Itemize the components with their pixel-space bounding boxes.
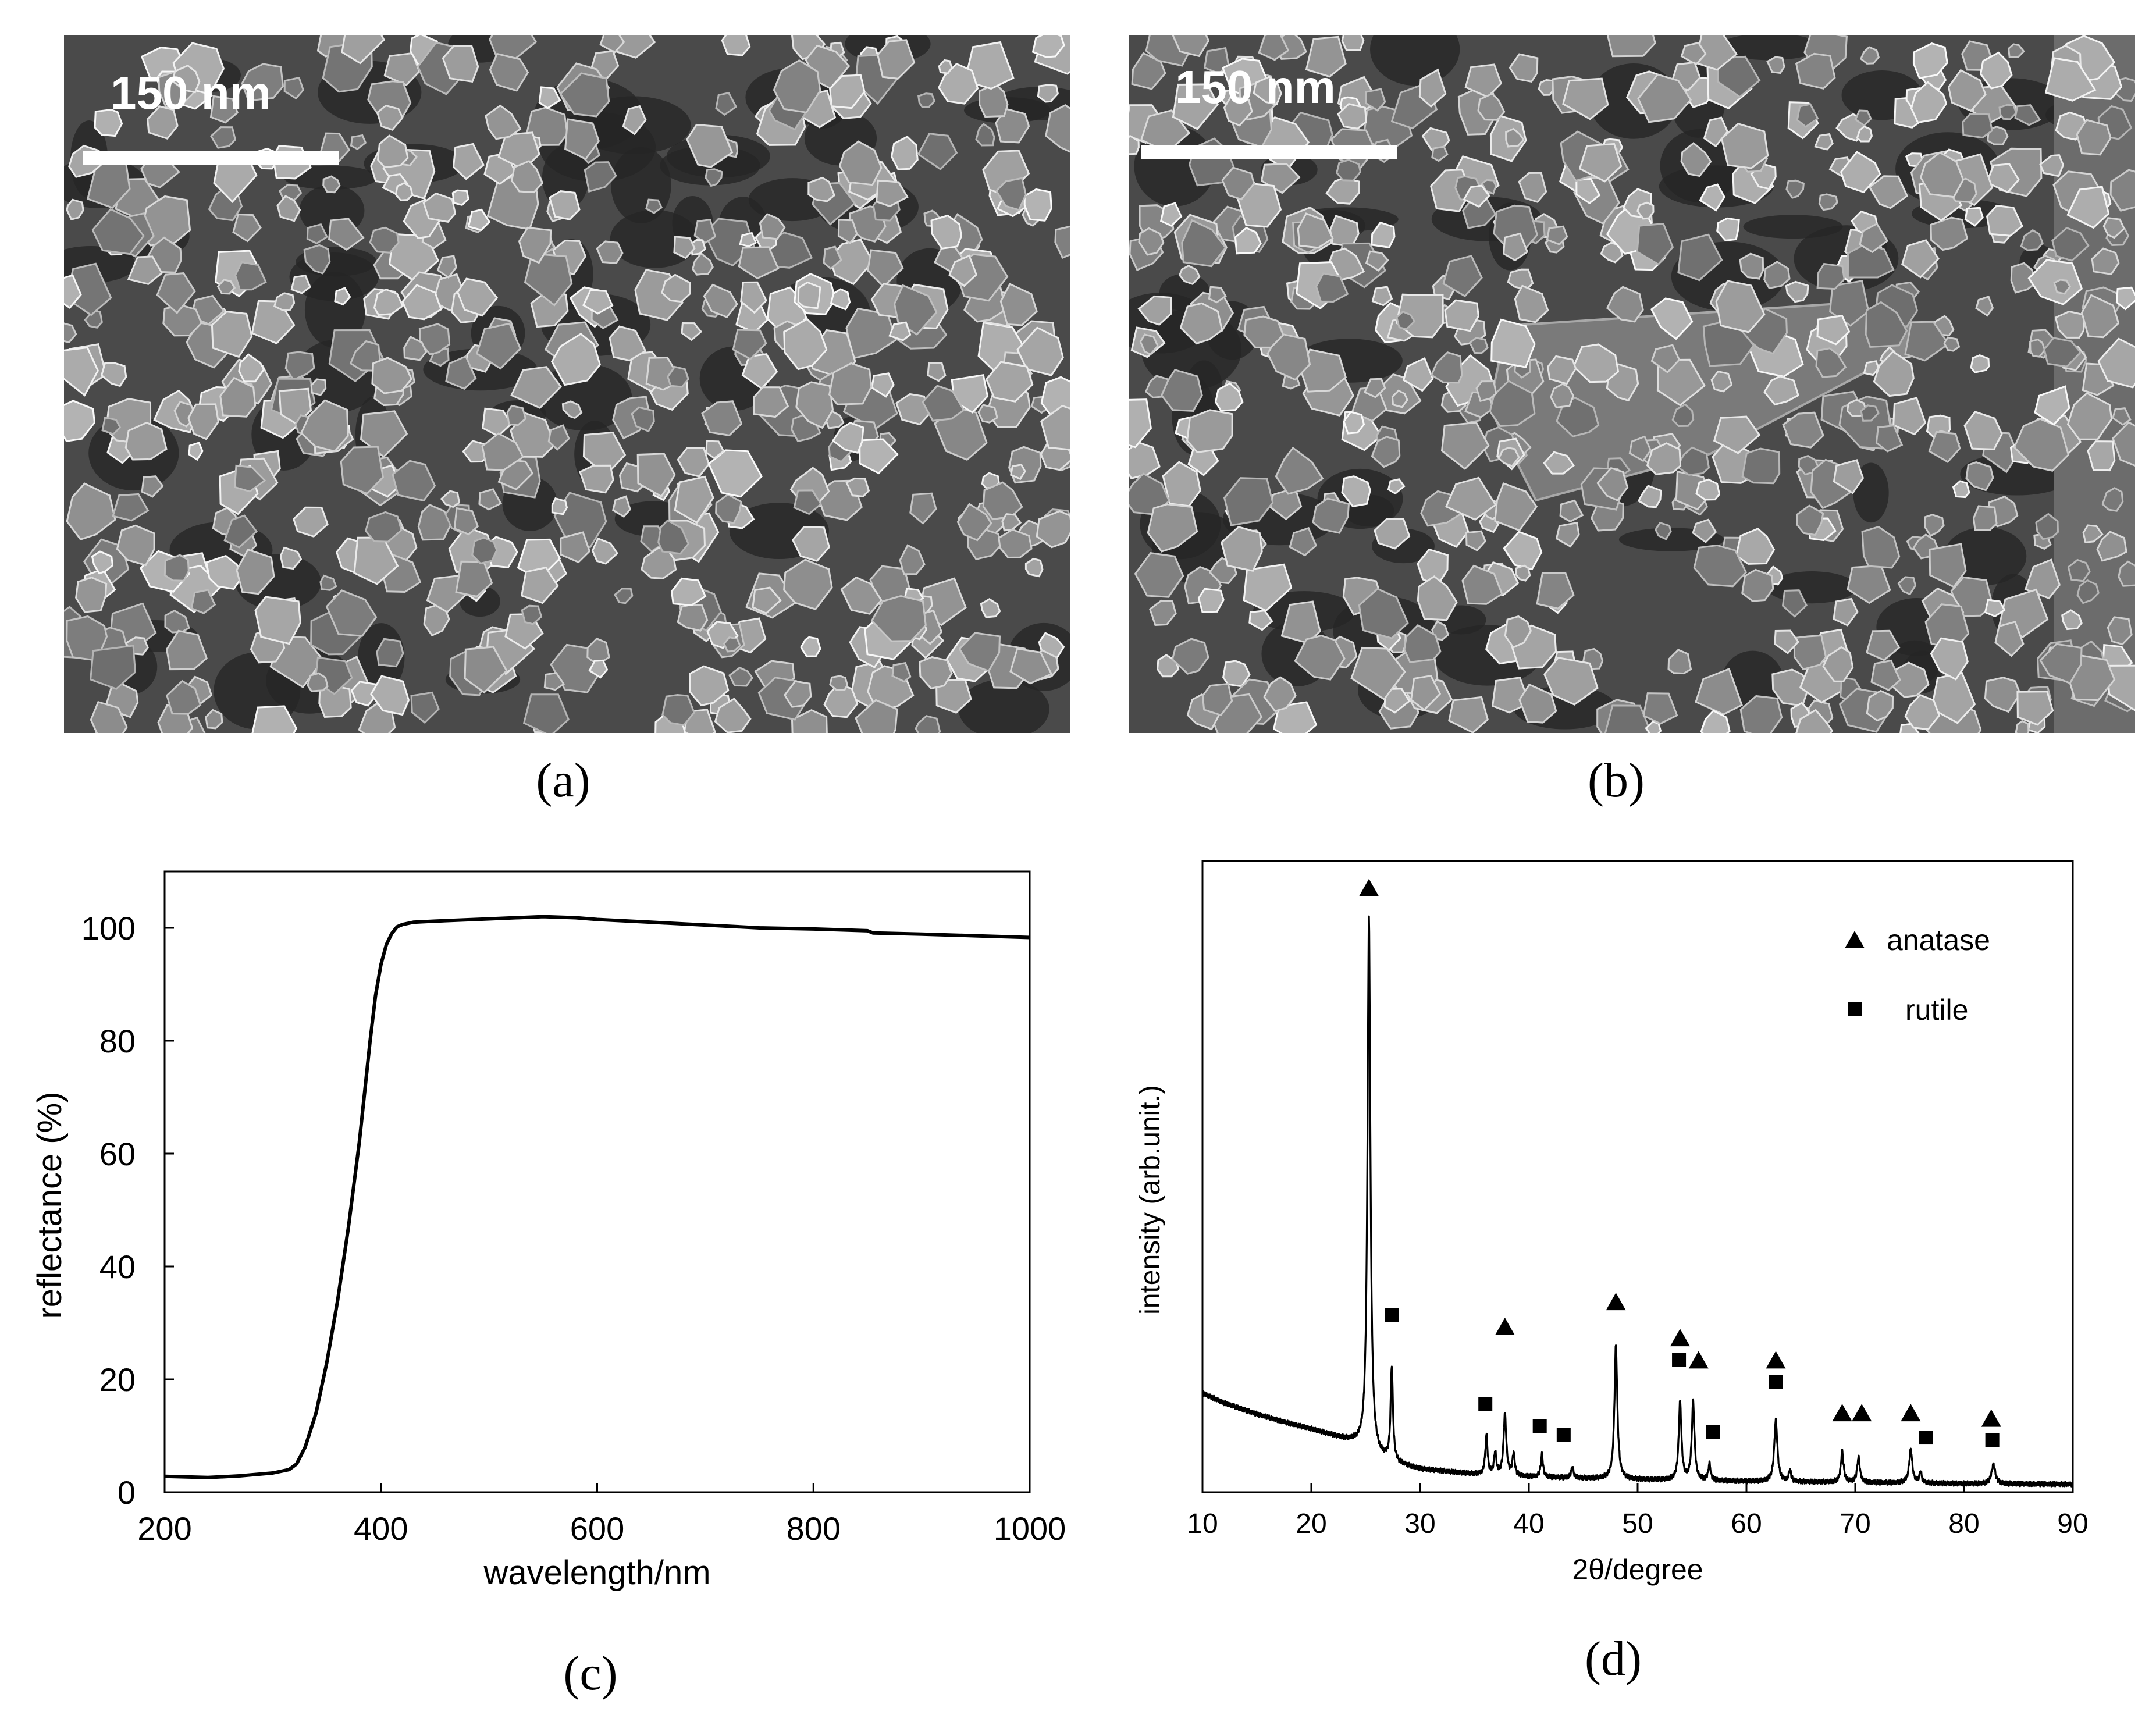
anatase-marker xyxy=(1901,1404,1921,1422)
legend-anatase-marker xyxy=(1845,931,1865,948)
legend-anatase-label: anatase xyxy=(1887,924,1990,956)
anatase-marker xyxy=(1852,1404,1872,1422)
sem-image-b: 150 nm xyxy=(1129,35,2135,733)
x-tick-label: 1000 xyxy=(994,1510,1066,1547)
rutile-marker xyxy=(1706,1425,1720,1439)
anatase-marker xyxy=(1981,1409,2001,1427)
y-axis-label: intensity (arb.unit.) xyxy=(1135,1085,1166,1315)
anatase-marker xyxy=(1495,1318,1515,1336)
rutile-marker xyxy=(1532,1419,1547,1433)
panel-label-d: (d) xyxy=(1585,1632,1642,1686)
x-tick-label: 800 xyxy=(787,1510,841,1547)
y-tick-label: 0 xyxy=(118,1474,136,1511)
legend-rutile-marker xyxy=(1848,1002,1862,1016)
x-tick-label: 200 xyxy=(137,1510,191,1547)
x-axis-label: 2θ/degree xyxy=(1572,1553,1703,1586)
xrd-pattern-line xyxy=(1201,915,2074,1488)
y-tick-label: 60 xyxy=(99,1136,136,1172)
x-tick-label: 80 xyxy=(1948,1508,1979,1539)
sem-texture-a xyxy=(64,35,1070,733)
rutile-marker xyxy=(1385,1308,1399,1322)
x-tick-label: 600 xyxy=(570,1510,624,1547)
plot-frame xyxy=(163,870,1031,1493)
anatase-marker xyxy=(1670,1329,1690,1347)
x-tick-label: 70 xyxy=(1840,1508,1870,1539)
scale-bar-b xyxy=(1141,145,1397,159)
x-tick-label: 50 xyxy=(1622,1508,1653,1539)
sem-texture-b xyxy=(1129,35,2135,733)
rutile-marker xyxy=(1672,1353,1687,1367)
x-tick-label: 10 xyxy=(1187,1508,1218,1539)
x-tick-label: 20 xyxy=(1296,1508,1326,1539)
anatase-marker xyxy=(1766,1351,1786,1369)
panel-label-b: (b) xyxy=(1588,753,1645,807)
rutile-marker xyxy=(1556,1428,1571,1442)
anatase-marker xyxy=(1359,878,1379,896)
xrd-chart: 10 20 30 40 50 60 70 80 90 2θ/degree intensity (ar… xyxy=(1135,860,2089,1586)
panel-label-a: (a) xyxy=(536,753,590,807)
scale-bar-a xyxy=(83,151,339,165)
x-tick-label: 40 xyxy=(1513,1508,1544,1539)
reflectance-series-line xyxy=(164,915,1030,1479)
x-tick-label: 400 xyxy=(354,1510,408,1547)
anatase-marker xyxy=(1606,1293,1626,1311)
y-tick-label: 100 xyxy=(81,910,136,947)
rutile-marker xyxy=(1769,1375,1783,1389)
y-axis-label: reflectance (%) xyxy=(31,1091,69,1318)
x-tick-label: 60 xyxy=(1731,1508,1762,1539)
legend-rutile-label: rutile xyxy=(1905,994,1968,1026)
scale-bar-label-a: 150 nm xyxy=(111,67,271,119)
reflectance-chart: 200 400 600 800 1000 0 20 40 60 80 100 wavelength/n… xyxy=(31,870,1066,1592)
y-tick-label: 40 xyxy=(99,1248,136,1285)
y-tick-label: 20 xyxy=(99,1361,136,1398)
scale-bar-label-b: 150 nm xyxy=(1175,61,1336,113)
x-tick-label: 90 xyxy=(2057,1508,2088,1539)
rutile-marker xyxy=(1919,1431,1933,1445)
panel-label-c: (c) xyxy=(563,1646,618,1700)
rutile-marker xyxy=(1478,1397,1493,1411)
y-tick-label: 80 xyxy=(99,1023,136,1059)
sem-image-a: 150 nm xyxy=(64,35,1070,733)
anatase-marker xyxy=(1688,1351,1709,1369)
rutile-marker xyxy=(1985,1433,2000,1447)
x-axis-label: wavelength/nm xyxy=(483,1554,710,1592)
anatase-marker xyxy=(1832,1404,1852,1422)
x-tick-label: 30 xyxy=(1404,1508,1435,1539)
